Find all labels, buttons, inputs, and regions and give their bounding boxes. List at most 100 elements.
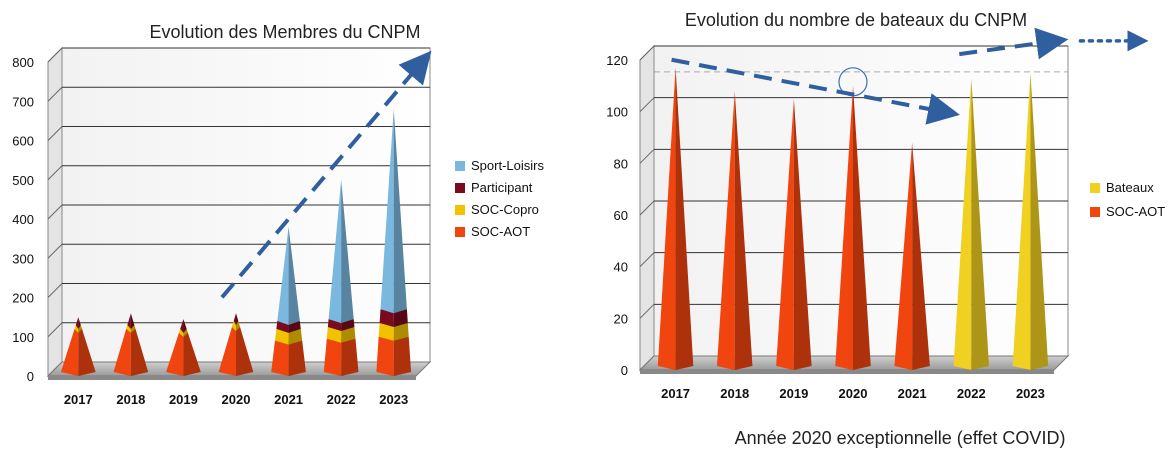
members-xtick: 2017: [64, 392, 93, 407]
boats-cone-2017-SOC-AOT-shade: [675, 67, 694, 370]
boats-ytick: 60: [614, 208, 628, 223]
members-bar-2020-Participant: [233, 313, 236, 326]
members-legend-swatch: [455, 227, 465, 237]
members-legend-swatch: [455, 205, 465, 215]
members-bar-2021-Participant: [276, 321, 289, 333]
boats-cone-2021-SOC-AOT: [894, 142, 913, 370]
members-bar-2017-Participant: [75, 317, 79, 329]
members-xtick: 2021: [274, 392, 303, 407]
boats-cone-2019-SOC-AOT: [776, 98, 794, 370]
members-bar-2023-SOC-Copro-shade: [393, 323, 409, 341]
members-chart-title: Evolution des Membres du CNPM: [149, 22, 420, 42]
members-gridline-side: [47, 86, 63, 102]
members-bar-2022-Participant: [327, 319, 342, 331]
members-trend-arrow: [220, 50, 432, 299]
boats-floor-edge: [640, 370, 1054, 374]
members-bar-2022-SOC-Copro-shade: [341, 326, 356, 343]
members-ytick: 800: [12, 55, 34, 70]
members-gridline-side: [47, 283, 63, 298]
members-gridline-side: [47, 47, 63, 63]
boats-gridline-side: [639, 252, 655, 268]
members-gridline-side: [47, 126, 63, 141]
members-bar-2019-Participant: [180, 319, 184, 333]
members-bar-2023-Sport-Loisirs: [380, 109, 394, 314]
boats-legend: Bateaux SOC-AOT: [1090, 180, 1165, 219]
members-bar-2023-SOC-AOT: [376, 336, 394, 376]
boats-cone-2021-SOC-AOT-shade: [912, 142, 930, 370]
members-bar-2019-Participant-shade: [183, 319, 187, 333]
boats-legend-label: SOC-AOT: [1106, 204, 1165, 219]
members-bar-2022-Sport-Loisirs: [328, 179, 342, 324]
members-legend-label: SOC-AOT: [471, 224, 530, 239]
members-ytick: 0: [27, 369, 34, 384]
boats-cone-2022-Bateaux: [953, 78, 972, 370]
boats-xtick: 2022: [957, 386, 986, 401]
members-gridline-side: [47, 243, 63, 259]
members-bar-2018-SOC-AOT-shade: [130, 328, 149, 376]
members-ytick: 400: [12, 212, 34, 227]
members-bar-2022-SOC-AOT: [323, 338, 342, 376]
covid-footnote: Année 2020 exceptionnelle (effet COVID): [735, 428, 1066, 448]
members-bar-2021-SOC-Copro-shade: [288, 328, 303, 345]
members-xtick: 2020: [222, 392, 251, 407]
members-bar-2022-SOC-AOT-shade: [341, 338, 359, 376]
boats-xtick: 2023: [1016, 386, 1045, 401]
boats-cone-2017-SOC-AOT: [657, 67, 676, 370]
boats-chart-title: Evolution du nombre de bateaux du CNPM: [685, 10, 1027, 30]
boats-up-trend-arrow: [959, 27, 1069, 60]
boats-gridline-side: [639, 303, 655, 319]
members-ytick: 500: [12, 173, 34, 188]
members-bar-2020-SOC-Copro: [231, 321, 236, 331]
boats-gridline-side: [639, 200, 655, 216]
boats-cone-2020-SOC-AOT: [835, 85, 853, 370]
members-ytick: 600: [12, 134, 34, 149]
boats-cone-2018-SOC-AOT-shade: [734, 91, 753, 370]
members-bar-2021-SOC-AOT: [271, 340, 289, 376]
members-bar-2018-Participant-shade: [130, 313, 135, 329]
members-floor-edge: [48, 376, 416, 380]
members-bar-2020-Participant-shade: [236, 313, 239, 326]
members-bar-2017-SOC-AOT: [60, 328, 79, 376]
boats-cone-2018-SOC-AOT: [716, 91, 735, 370]
members-bar-2021-SOC-AOT-shade: [288, 340, 306, 376]
boats-legend-swatch: [1090, 183, 1100, 193]
boats-cone-2020-SOC-AOT-shade: [853, 85, 871, 370]
boats-down-trend-arrow: [671, 57, 960, 125]
members-bar-2021-SOC-Copro: [274, 328, 289, 345]
members-bar-2017-Participant-shade: [78, 317, 81, 329]
boats-xtick: 2018: [720, 386, 749, 401]
members-bar-2023-Sport-Loisirs-shade: [393, 109, 407, 314]
members-bar-2020-SOC-AOT: [218, 326, 236, 376]
boats-gridline-side: [639, 45, 655, 61]
boats-ytick: 0: [621, 363, 628, 378]
members-ytick: 700: [12, 94, 34, 109]
boats-ytick: 120: [606, 53, 628, 68]
members-legend: Sport-Loisirs Participant SOC-Copro SOC-AOT: [455, 158, 544, 239]
boats-cone-2022-Bateaux-shade: [971, 78, 990, 370]
boats-cone-2023-Bateaux-shade: [1030, 72, 1049, 371]
members-gridline-side: [47, 322, 63, 338]
members-bar-2021-Participant-shade: [288, 321, 301, 333]
members-legend-swatch: [455, 183, 465, 193]
members-legend-swatch: [455, 161, 465, 171]
members-bar-2021-Sport-Loisirs: [277, 226, 289, 326]
members-bar-2022-Participant-shade: [341, 319, 355, 331]
members-xtick: 2022: [327, 392, 356, 407]
boats-legend-swatch: [1090, 207, 1100, 217]
members-bar-2019-SOC-AOT-shade: [183, 332, 201, 376]
members-chart: Evolution des Membres du CNPM 0 100 200 300…: [12, 22, 544, 407]
members-bar-2023-SOC-Copro: [378, 323, 394, 341]
members-bar-2023-Participant-shade: [393, 309, 408, 328]
members-xtick: 2023: [379, 392, 408, 407]
members-plot-area: 0 100 200 300 400 500 600 700 800 2017 2018 2019 202…: [12, 46, 432, 407]
members-bar-2020-SOC-AOT-shade: [236, 326, 254, 376]
members-bar-2022-SOC-Copro: [326, 326, 342, 343]
boats-gridline-side: [639, 97, 655, 113]
members-ytick: 200: [12, 291, 34, 306]
members-ytick: 300: [12, 251, 34, 266]
members-xtick: 2019: [169, 392, 198, 407]
members-gridline-side: [47, 165, 63, 181]
boats-xtick: 2017: [661, 386, 690, 401]
